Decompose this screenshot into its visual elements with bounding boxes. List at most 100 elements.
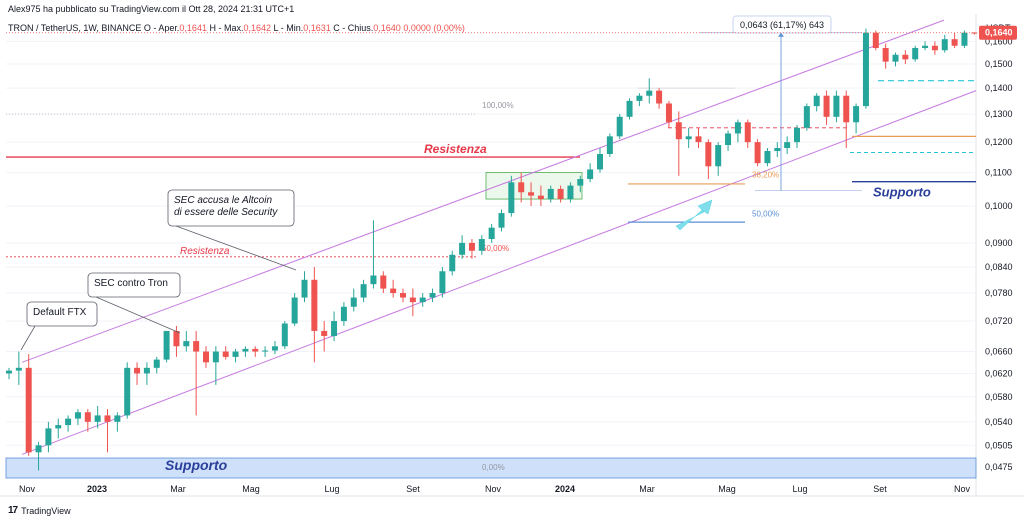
y-tick-label: 0,1100 xyxy=(985,168,1012,178)
candle-body xyxy=(912,47,919,60)
candle-body xyxy=(853,106,860,123)
ohlc-low-label: L - Min. xyxy=(273,23,304,33)
symbol-name: TRON / TetherUS, 1W, BINANCE xyxy=(8,23,142,33)
candle-body xyxy=(203,351,209,363)
candle-body xyxy=(390,288,397,294)
candle-body xyxy=(15,367,22,371)
ohlc-close-value: 0,1640 xyxy=(373,23,401,33)
y-axis: 0,1600 0,1500 0,1400 0,1300 0,1200 0,1100 0,10… xyxy=(979,25,1017,472)
candle-body xyxy=(498,213,505,228)
y-tick-label: 0,0475 xyxy=(985,462,1013,472)
candle-body xyxy=(183,341,190,347)
candle-body xyxy=(478,239,485,251)
ohlc-open-label: O - Aper. xyxy=(143,23,180,33)
candle-body xyxy=(55,425,62,429)
candle-body xyxy=(232,351,239,357)
candle-body xyxy=(518,182,525,193)
candle-body xyxy=(74,412,81,419)
candle-body xyxy=(902,54,909,60)
candle-body xyxy=(577,179,584,186)
candle-body xyxy=(124,367,131,416)
candle-body xyxy=(695,136,702,143)
y-tick-label: 0,0780 xyxy=(985,288,1013,298)
candle-body xyxy=(468,242,475,251)
candle-body xyxy=(537,195,544,200)
candle-body xyxy=(222,351,229,357)
y-tick-label: 0,1000 xyxy=(985,201,1013,211)
candle-body xyxy=(114,415,121,422)
drawing-lines: 100,00% Resistenza Resistenza 50,00% 38,20% 5… xyxy=(6,19,977,455)
footer: 17 TradingView xyxy=(8,505,71,516)
candle-body xyxy=(922,45,929,48)
candle-body xyxy=(665,103,672,123)
x-tick-label: Mar xyxy=(639,484,655,494)
x-tick-label: Nov xyxy=(485,484,502,494)
tradingview-logo-icon: 17 xyxy=(8,505,18,516)
candle-body xyxy=(340,306,347,322)
candle-body xyxy=(311,279,318,331)
candle-body xyxy=(656,90,663,104)
y-tick-label: 0,1600 xyxy=(985,36,1013,46)
y-tick-label: 0,0900 xyxy=(985,238,1013,248)
callout-box xyxy=(87,272,181,298)
x-tick-label: Nov xyxy=(19,484,36,494)
candle-body xyxy=(104,415,111,422)
y-tick-label: 0,0580 xyxy=(985,392,1013,402)
cyan-arrow-icon xyxy=(675,199,713,231)
candle-body xyxy=(961,32,968,46)
y-tick-label: 0,1300 xyxy=(985,109,1013,119)
candle-body xyxy=(281,323,288,347)
callout-text: Default FTX xyxy=(33,307,87,318)
candle-body xyxy=(813,95,820,107)
candle-body xyxy=(212,351,219,363)
y-tick-label: 0,0660 xyxy=(985,347,1013,357)
candle-body xyxy=(449,254,456,272)
candle-body xyxy=(370,275,377,285)
symbol-legend: TRON / TetherUS, 1W, BINANCE O - Aper. 0,… xyxy=(8,23,465,33)
candle-body xyxy=(626,100,633,117)
fib-100-label: 100,00% xyxy=(482,101,514,110)
candle-body xyxy=(567,185,574,200)
candle-body xyxy=(508,182,515,214)
callout-pointer xyxy=(95,296,181,334)
grid-lines xyxy=(0,14,1024,497)
candle-body xyxy=(488,227,495,240)
candle-body xyxy=(143,367,150,374)
candle-body xyxy=(193,341,200,352)
y-tick-label: 0,0505 xyxy=(985,440,1013,450)
candle-body xyxy=(606,136,613,155)
candle-body xyxy=(400,293,406,298)
candle-body xyxy=(25,367,32,453)
callout-box xyxy=(26,301,98,327)
support-zone xyxy=(5,457,977,479)
candle-body xyxy=(380,275,387,289)
candle-body xyxy=(459,242,466,255)
candle-body xyxy=(823,95,830,117)
candle-body xyxy=(685,136,692,140)
candle-body xyxy=(65,418,72,426)
candle-body xyxy=(271,346,278,351)
x-tick-label: Lug xyxy=(324,484,339,494)
candle-body xyxy=(134,367,141,374)
candle-body xyxy=(931,45,938,51)
y-tick-label: 0,1500 xyxy=(985,59,1013,69)
candle-body xyxy=(587,169,594,180)
brand-name: TradingView xyxy=(21,505,71,516)
callout-box xyxy=(167,189,295,227)
measure-arrow-head xyxy=(778,32,784,37)
fib-50-right-label: 50,00% xyxy=(752,210,779,219)
consolidation-box xyxy=(485,172,583,200)
candle-body xyxy=(843,95,850,123)
x-tick-label: Mar xyxy=(170,484,186,494)
y-tick-label: 0,1200 xyxy=(985,137,1013,147)
x-tick-label: Nov xyxy=(954,484,971,494)
candle-body xyxy=(242,348,249,352)
zones: Supporto 0,00% xyxy=(5,172,977,479)
candle-body xyxy=(616,116,623,137)
candle-body xyxy=(419,297,426,303)
candle-body xyxy=(547,188,554,200)
candle-body xyxy=(971,32,978,34)
candle-body xyxy=(291,297,298,324)
